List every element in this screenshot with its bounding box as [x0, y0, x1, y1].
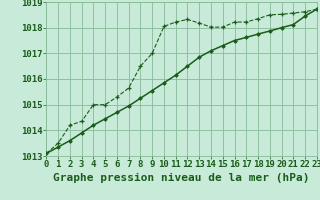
X-axis label: Graphe pression niveau de la mer (hPa): Graphe pression niveau de la mer (hPa): [53, 173, 310, 183]
